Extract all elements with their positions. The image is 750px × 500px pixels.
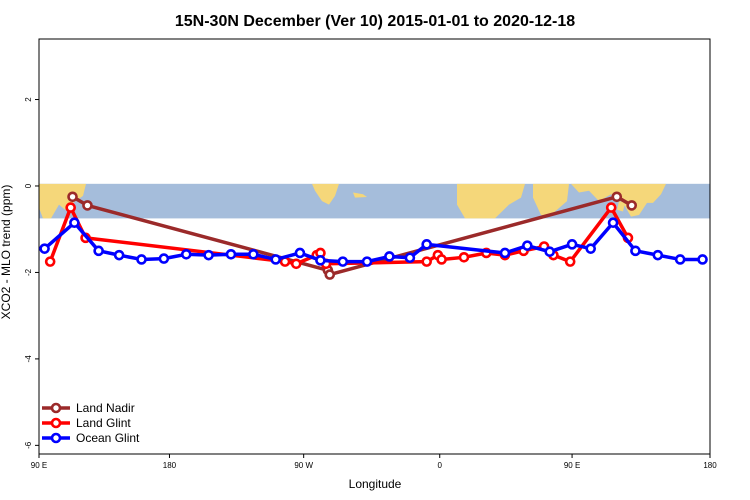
series-land-nadir <box>67 191 638 280</box>
data-point-ocean-glint <box>337 256 349 267</box>
y-tick-label: 0 <box>24 183 33 188</box>
data-point-ocean-glint <box>158 253 170 264</box>
data-point-ocean-glint <box>248 248 259 260</box>
data-point-ocean-glint <box>404 252 416 264</box>
data-point-land-nadir <box>82 200 93 211</box>
data-point-land-nadir <box>67 191 78 203</box>
data-point-ocean-glint <box>315 255 326 266</box>
data-point-land-glint <box>65 202 76 213</box>
legend-swatch-marker <box>50 402 62 414</box>
map-band <box>39 183 710 219</box>
data-point-land-glint <box>290 258 302 270</box>
data-point-ocean-glint <box>421 239 432 250</box>
legend-item-land-glint: Land Glint <box>42 416 131 430</box>
series-layer <box>39 191 708 280</box>
land-arabia <box>533 183 569 215</box>
legend-label: Land Glint <box>76 416 131 430</box>
data-point-land-glint <box>436 254 447 265</box>
land-taiwan <box>617 201 625 212</box>
data-point-land-nadir <box>611 191 623 203</box>
legend-swatch-marker <box>50 432 62 444</box>
series-ocean-glint <box>39 217 708 267</box>
data-point-ocean-glint <box>544 246 556 257</box>
data-point-ocean-glint <box>136 254 147 265</box>
x-tick-label: 180 <box>703 461 717 470</box>
data-point-ocean-glint <box>69 217 80 229</box>
data-point-ocean-glint <box>294 247 306 259</box>
data-point-ocean-glint <box>674 254 686 265</box>
y-tick-label: -6 <box>24 441 33 449</box>
data-point-land-glint <box>458 252 470 263</box>
x-axis: 90 E 180 90 W 0 90 E 180 <box>31 454 717 470</box>
data-point-ocean-glint <box>630 245 641 257</box>
data-point-ocean-glint <box>39 243 50 254</box>
plot-frame <box>38 38 711 455</box>
chart-title: 15N-30N December (Ver 10) 2015-01-01 to … <box>175 13 575 30</box>
land-mexico <box>312 183 339 205</box>
legend-item-land-nadir: Land Nadir <box>42 401 135 415</box>
x-tick-label: 90 E <box>31 461 47 470</box>
data-point-ocean-glint <box>585 243 597 254</box>
y-axis-label: XCO2 - MLO trend (ppm) <box>0 185 13 320</box>
x-tick-label: 180 <box>163 461 177 470</box>
data-point-ocean-glint <box>697 254 708 265</box>
legend-label: Land Nadir <box>76 401 135 415</box>
data-point-ocean-glint <box>203 249 214 261</box>
legend-swatch-marker <box>50 417 62 429</box>
x-tick-label: 0 <box>438 461 443 470</box>
data-point-ocean-glint <box>652 249 664 261</box>
data-point-land-glint <box>44 256 56 267</box>
data-point-land-glint <box>421 256 432 267</box>
y-tick-label: 2 <box>24 97 33 102</box>
data-point-ocean-glint <box>225 248 237 260</box>
data-point-ocean-glint <box>607 217 619 229</box>
data-point-land-glint <box>564 256 576 267</box>
land-asia <box>571 183 666 217</box>
x-tick-label: 90 E <box>564 461 580 470</box>
data-point-ocean-glint <box>270 254 282 265</box>
legend-item-ocean-glint: Ocean Glint <box>42 431 140 445</box>
y-axis: 2 0 -2 -4 -6 <box>24 97 39 449</box>
data-point-ocean-glint <box>522 240 533 251</box>
data-point-ocean-glint <box>93 245 104 257</box>
y-tick-label: -4 <box>24 355 33 363</box>
data-point-ocean-glint <box>566 239 578 250</box>
x-axis-label: Longitude <box>349 477 402 491</box>
series-line-ocean-glint <box>43 220 703 264</box>
data-point-ocean-glint <box>180 248 192 260</box>
x-tick-label: 90 W <box>294 461 313 470</box>
data-point-land-nadir <box>324 269 336 280</box>
data-point-ocean-glint <box>499 247 511 259</box>
data-point-land-nadir <box>626 200 638 211</box>
data-point-land-glint <box>605 202 617 213</box>
data-point-ocean-glint <box>113 249 125 261</box>
data-point-ocean-glint <box>361 256 373 267</box>
land-caribbean <box>353 192 367 198</box>
y-tick-label: -2 <box>24 268 33 276</box>
legend-label: Ocean Glint <box>76 431 140 445</box>
data-point-ocean-glint <box>384 251 395 262</box>
land-north-africa <box>457 183 525 219</box>
